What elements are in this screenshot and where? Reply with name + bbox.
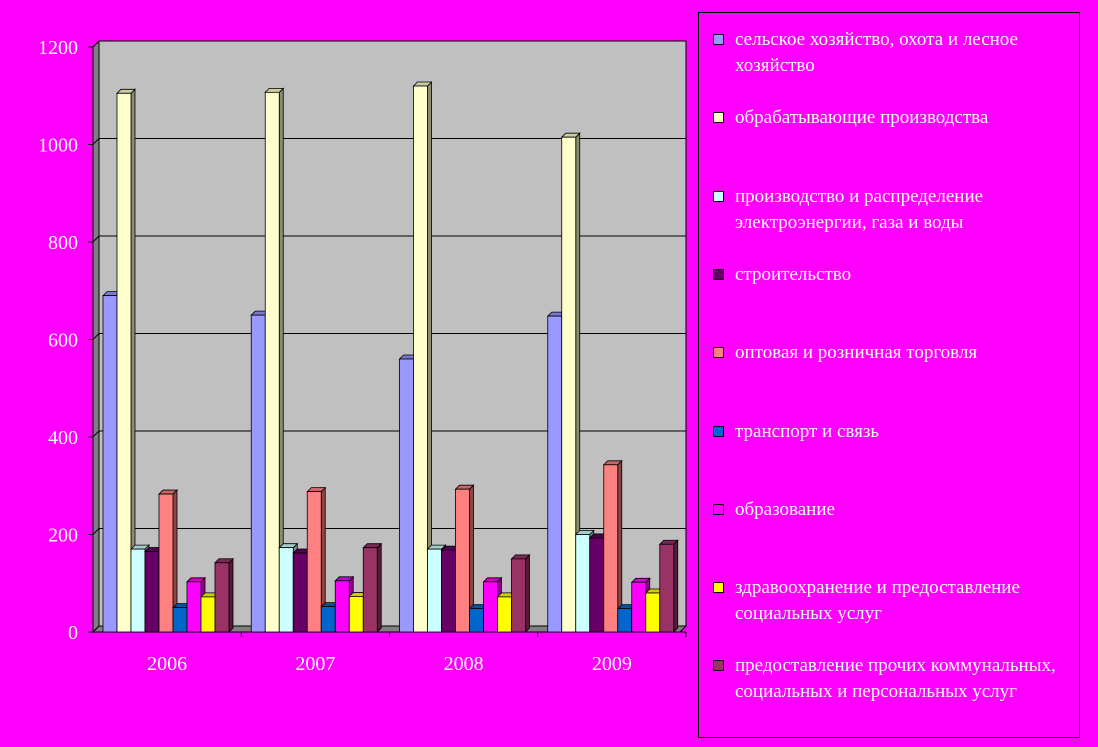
bar bbox=[186, 581, 202, 633]
legend-swatch bbox=[713, 582, 724, 593]
bar bbox=[130, 548, 146, 633]
legend-label: сельское хозяйство, охота и лесное хозяй… bbox=[735, 29, 1018, 76]
bar bbox=[575, 534, 591, 633]
legend-label: предоставление прочих коммунальных, соци… bbox=[735, 655, 1056, 702]
bar bbox=[348, 596, 364, 633]
legend-swatch bbox=[713, 269, 724, 280]
legend-swatch bbox=[713, 426, 724, 437]
bar bbox=[102, 295, 118, 633]
bar bbox=[561, 136, 577, 633]
bar bbox=[427, 548, 442, 633]
bar bbox=[483, 581, 498, 633]
bar bbox=[320, 606, 336, 633]
bar-side bbox=[673, 539, 679, 633]
bar bbox=[645, 592, 661, 633]
bar bbox=[547, 315, 563, 633]
bar bbox=[589, 537, 605, 633]
chart-legend: сельское хозяйство, охота и лесное хозяй… bbox=[698, 12, 1080, 738]
legend-swatch bbox=[713, 660, 724, 671]
legend-label: образование bbox=[735, 499, 835, 520]
legend-label: строительство bbox=[735, 264, 852, 285]
bar bbox=[413, 85, 428, 633]
bar-side bbox=[525, 553, 530, 633]
bar-side bbox=[376, 542, 382, 633]
bar-chart: 0 200 400 600 800 1000 1200 2006 2007 2008 2009 bbox=[38, 37, 688, 675]
bar bbox=[200, 596, 216, 633]
legend-label: производство и распределение электроэнер… bbox=[735, 186, 984, 233]
bar bbox=[264, 91, 280, 633]
bar bbox=[497, 596, 512, 633]
legend-label: транспорт и связь bbox=[735, 421, 880, 442]
gridline-diagonal bbox=[92, 138, 100, 145]
legend-swatch bbox=[713, 191, 724, 202]
gridline-diagonal bbox=[92, 40, 100, 48]
legend-swatch bbox=[713, 112, 724, 123]
y-tick-label: 200 bbox=[48, 525, 78, 547]
bar bbox=[469, 608, 484, 633]
bar bbox=[455, 488, 470, 633]
bar bbox=[334, 580, 350, 633]
y-tick-label: 1200 bbox=[38, 37, 78, 59]
bar bbox=[250, 314, 266, 633]
gridline-diagonal bbox=[92, 333, 100, 340]
x-category-label: 2006 bbox=[147, 653, 187, 675]
legend-swatch bbox=[713, 34, 724, 45]
y-tick-label: 800 bbox=[48, 232, 78, 254]
legend-label: обрабатывающие производства bbox=[735, 107, 989, 128]
x-category-label: 2008 bbox=[444, 653, 484, 675]
bar bbox=[116, 92, 132, 633]
bar bbox=[172, 607, 188, 633]
bar bbox=[659, 543, 675, 633]
legend-label: оптовая и розничная торговля bbox=[735, 342, 978, 363]
bar bbox=[292, 552, 308, 633]
bar bbox=[158, 493, 174, 633]
bar bbox=[603, 464, 619, 633]
gridline-diagonal bbox=[92, 235, 100, 243]
legend-label: здравоохранение и предоставление социаль… bbox=[735, 577, 1020, 624]
y-tick-label: 0 bbox=[68, 622, 78, 644]
bar bbox=[631, 581, 647, 633]
gridline-diagonal bbox=[92, 528, 100, 535]
bar bbox=[399, 358, 414, 633]
bar bbox=[278, 547, 294, 633]
bar bbox=[362, 547, 378, 633]
bar-side bbox=[228, 557, 234, 633]
bar bbox=[306, 491, 322, 633]
bar bbox=[617, 608, 633, 633]
x-category-label: 2007 bbox=[295, 653, 335, 675]
legend-swatch bbox=[713, 347, 724, 358]
bar bbox=[144, 551, 160, 633]
x-category-label: 2009 bbox=[592, 653, 632, 675]
gridline-diagonal bbox=[92, 430, 100, 438]
y-tick-label: 1000 bbox=[38, 135, 78, 157]
bar bbox=[441, 549, 456, 633]
y-tick-label: 600 bbox=[48, 330, 78, 352]
bar bbox=[214, 562, 230, 633]
bar bbox=[511, 558, 526, 633]
legend-swatch bbox=[713, 504, 724, 515]
y-tick-label: 400 bbox=[48, 427, 78, 449]
